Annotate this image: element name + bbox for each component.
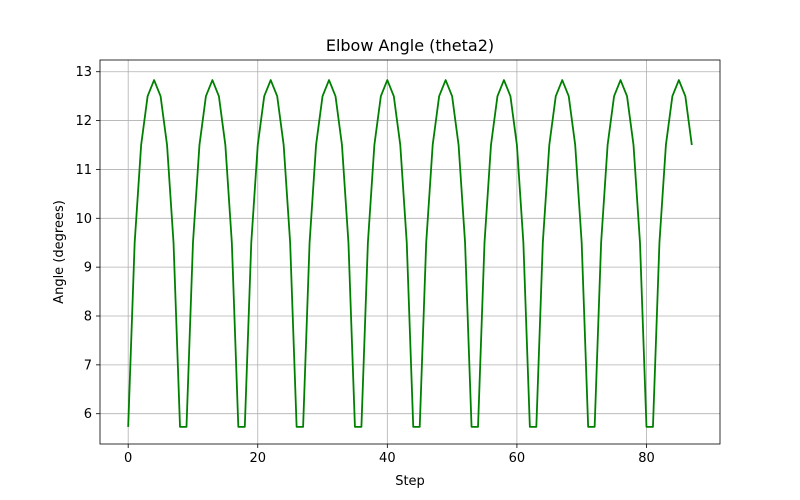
x-tick-label: 20	[249, 451, 266, 466]
y-tick-label: 13	[75, 65, 92, 80]
x-tick-label: 40	[379, 451, 396, 466]
x-axis-label: Step	[395, 474, 425, 489]
y-tick-label: 9	[84, 261, 92, 276]
x-tick-label: 60	[509, 451, 526, 466]
y-tick-label: 7	[84, 358, 92, 373]
y-tick-label: 8	[84, 310, 92, 325]
x-tick-label: 80	[638, 451, 655, 466]
chart-title: Elbow Angle (theta2)	[326, 36, 494, 55]
y-tick-label: 11	[75, 163, 92, 178]
y-tick-label: 12	[75, 114, 92, 129]
axis-ticks: 0 20 40 60 80 6 7 8 9 10 11 12 13	[75, 65, 654, 466]
y-tick-label: 10	[75, 212, 92, 227]
x-tick-label: 0	[124, 451, 132, 466]
plot-frame	[99, 59, 721, 445]
y-tick-label: 6	[84, 407, 92, 422]
elbow-angle-line	[127, 79, 693, 428]
y-axis-label: Angle (degrees)	[52, 200, 67, 304]
